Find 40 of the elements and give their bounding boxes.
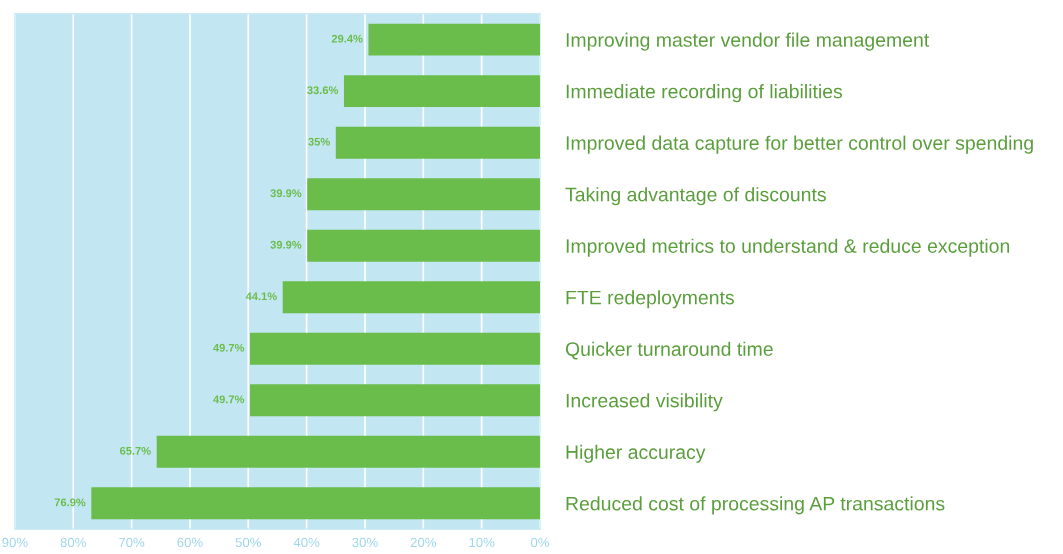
y-tick-label: Improved data capture for better control over spending	[566, 135, 1033, 154]
bar	[250, 332, 540, 365]
data-label: 29.4%	[331, 34, 363, 43]
data-label: 44.1%	[245, 292, 277, 301]
bar	[250, 384, 540, 417]
y-tick-label: Higher accuracy	[566, 444, 706, 463]
y-tick-label: Reduced cost of processing AP transactions	[566, 496, 945, 515]
x-tick-label: 90%	[2, 537, 28, 548]
y-tick-label: Quicker turnaround time	[565, 341, 773, 360]
data-label: 65.7%	[120, 446, 151, 455]
x-tick-label: 50%	[235, 537, 261, 548]
bar	[91, 487, 540, 520]
data-label: 35%	[308, 137, 330, 146]
y-tick-label: Taking advantage of discounts	[565, 187, 826, 206]
y-tick-label: Increased visibility	[566, 393, 723, 412]
data-label: 39.9%	[270, 240, 302, 249]
y-tick-label: Improving master vendor file management	[566, 32, 930, 51]
x-tick-label: 30%	[352, 537, 378, 548]
y-tick-label: Immediate recording of liabilities	[566, 84, 843, 103]
data-label: 39.9%	[270, 189, 302, 198]
data-label: 33.6%	[307, 86, 339, 95]
y-tick-label: Improved metrics to understand & reduce exception	[566, 238, 1010, 257]
x-tick-label: 80%	[60, 537, 86, 548]
bar	[307, 178, 540, 211]
data-label: 49.7%	[213, 395, 245, 404]
x-tick-label: 40%	[293, 537, 320, 548]
x-tick-label: 20%	[410, 537, 437, 548]
bar	[368, 23, 540, 56]
bar	[343, 75, 540, 108]
data-label: 49.7%	[213, 343, 245, 352]
bar	[335, 126, 540, 159]
bar	[282, 281, 540, 314]
y-tick-label: FTE redeployments	[566, 290, 734, 309]
bar	[156, 435, 540, 468]
x-tick-label: 0%	[530, 537, 550, 548]
x-tick-label: 60%	[177, 537, 203, 548]
x-tick-label: 10%	[469, 537, 495, 548]
bar	[307, 229, 540, 262]
x-tick-label: 70%	[119, 537, 145, 548]
data-label: 76.9%	[54, 498, 86, 507]
